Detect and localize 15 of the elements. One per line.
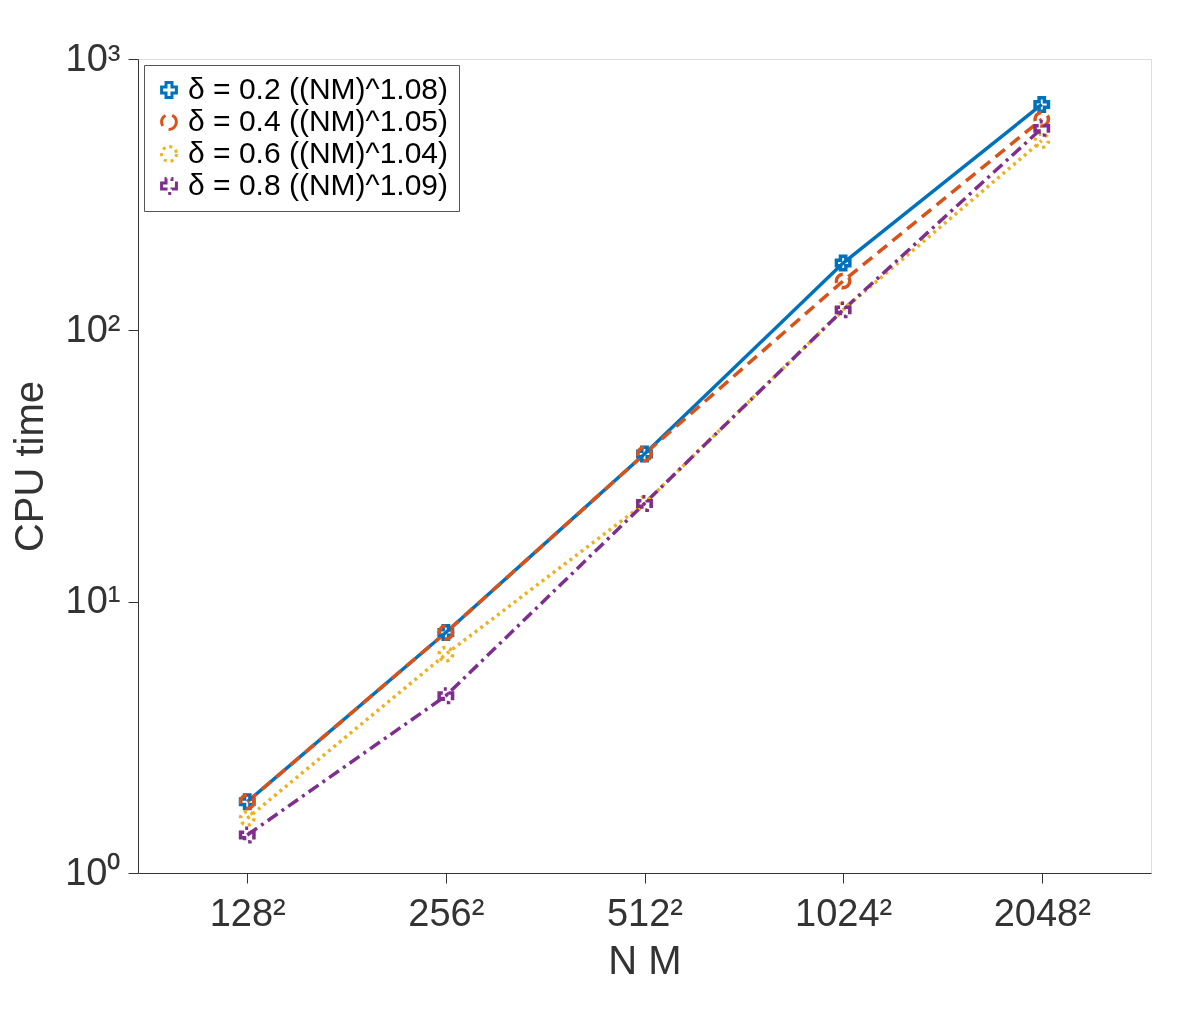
x-tick-label: 1024² [795,891,893,934]
x-tick-label: 128² [209,891,286,934]
legend-label: δ = 0.4 ((NM)^1.05) [188,104,449,137]
x-tick-label: 2048² [993,891,1091,934]
y-tick-label: 10² [65,307,121,350]
x-tick-label: 256² [408,891,485,934]
y-tick-label: 10³ [65,36,121,79]
x-tick-label: 512² [606,891,684,934]
y-axis-title: CPU time [7,380,52,553]
y-tick-label: 10⁰ [65,850,121,893]
legend-label: δ = 0.6 ((NM)^1.04) [188,136,449,169]
y-tick-label: 10¹ [65,579,121,622]
legend-label: δ = 0.8 ((NM)^1.09) [188,168,449,201]
x-axis-title: N M [608,937,682,982]
legend-label: δ = 0.2 ((NM)^1.08) [188,72,449,105]
